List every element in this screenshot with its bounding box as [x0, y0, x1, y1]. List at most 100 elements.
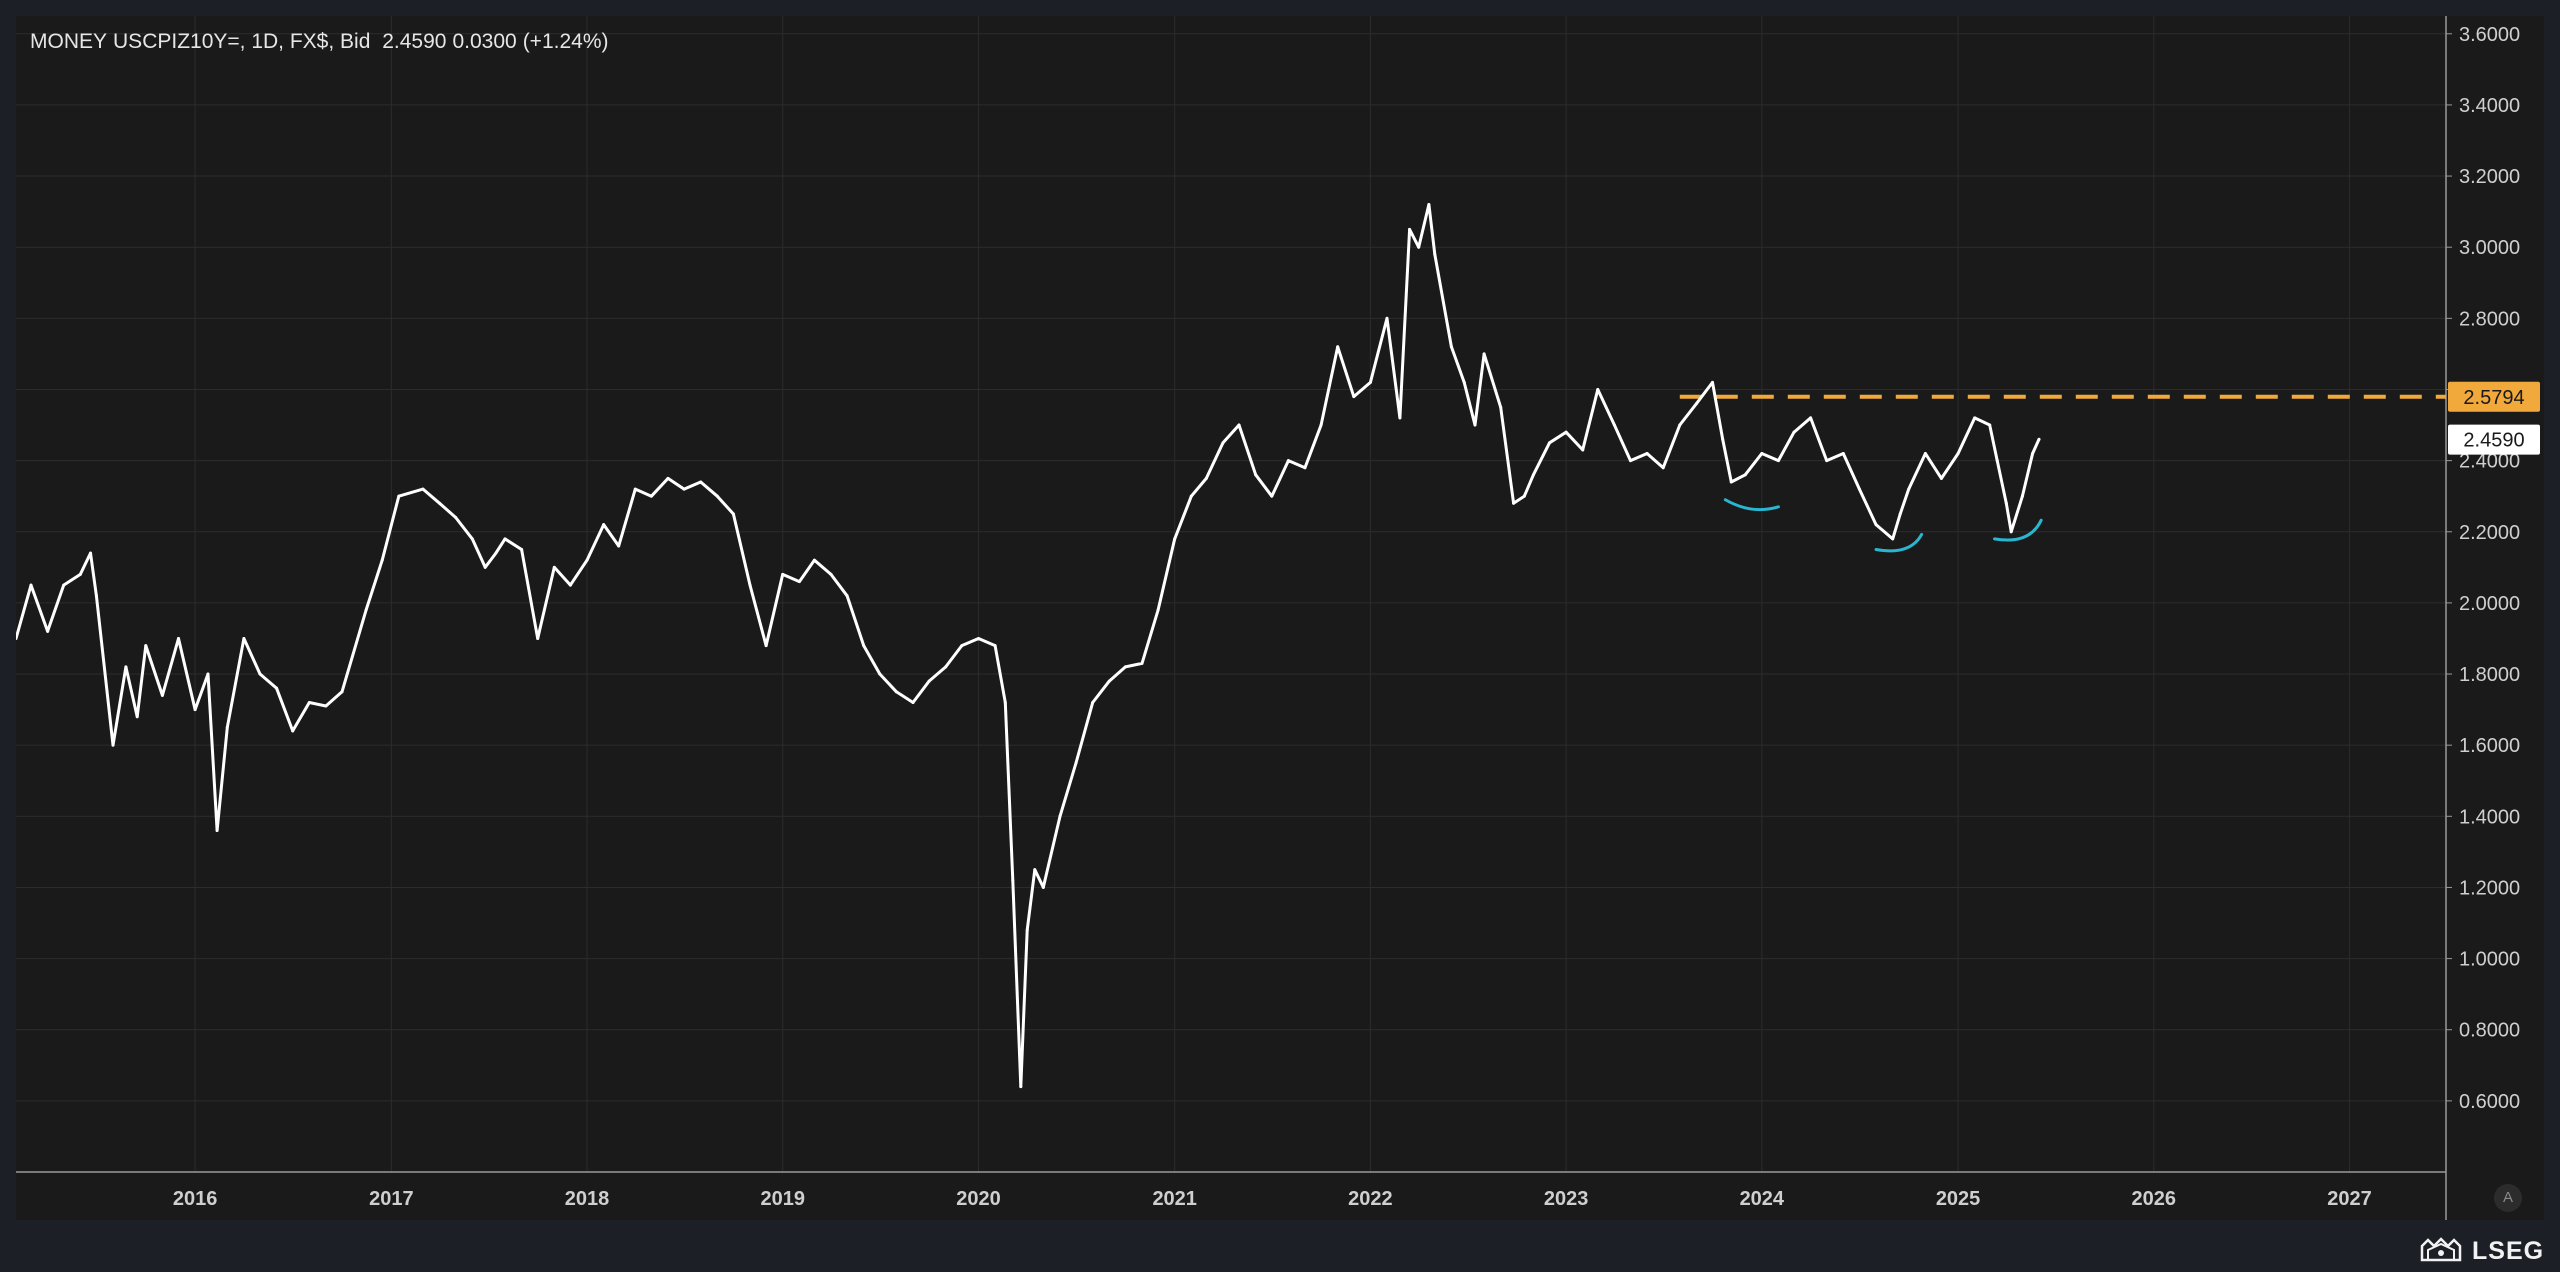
data-point	[911, 700, 915, 704]
change-value: 0.0300	[452, 30, 517, 53]
data-point	[1678, 423, 1682, 427]
data-point	[176, 636, 180, 640]
data-point	[1825, 459, 1829, 463]
data-point	[160, 693, 164, 697]
y-tick-label: 0.8000	[2459, 1020, 2520, 1042]
y-tick-label: 3.0000	[2459, 237, 2520, 259]
data-point	[1041, 885, 1045, 889]
data-point	[1628, 459, 1632, 463]
y-tick-label: 3.6000	[2459, 24, 2520, 46]
x-tick-label: 2025	[1936, 1188, 1981, 1210]
auto-scale-button[interactable]: A	[2494, 1184, 2522, 1212]
data-point	[568, 583, 572, 587]
data-point	[1221, 441, 1225, 445]
data-point	[1939, 476, 1943, 480]
source-label: MONEY	[30, 30, 108, 53]
data-point	[1809, 416, 1813, 420]
data-point	[894, 690, 898, 694]
data-point	[764, 644, 768, 648]
data-point	[1025, 928, 1029, 932]
data-point	[699, 480, 703, 484]
data-point	[1499, 405, 1503, 409]
data-point	[1596, 387, 1600, 391]
data-point	[89, 551, 93, 555]
support-arc-annotation[interactable]	[1993, 518, 2043, 542]
data-point	[1743, 473, 1747, 477]
data-point	[291, 729, 295, 733]
support-arc-annotation[interactable]	[1723, 498, 1780, 512]
price-line-series[interactable]	[16, 203, 2041, 1089]
data-point	[1107, 679, 1111, 683]
data-point	[1973, 416, 1977, 420]
data-point	[1612, 423, 1616, 427]
y-tick-label: 2.4000	[2459, 451, 2520, 473]
x-tick-label: 2027	[2327, 1188, 2372, 1210]
chart-plot[interactable]: 3.60003.40003.20003.00002.80002.60002.40…	[16, 16, 2544, 1220]
data-point	[1564, 430, 1568, 434]
lseg-logo-icon	[2420, 1237, 2462, 1262]
data-point	[731, 512, 735, 516]
y-tick-label: 2.2000	[2459, 522, 2520, 544]
y-tick-label: 1.6000	[2459, 735, 2520, 757]
data-point	[1417, 245, 1421, 249]
data-point	[829, 572, 833, 576]
data-point	[1898, 512, 1902, 516]
data-point	[503, 537, 507, 541]
x-tick-label: 2019	[760, 1188, 805, 1210]
support-arc-annotation[interactable]	[1874, 532, 1924, 553]
data-point	[1398, 416, 1402, 420]
data-point	[1760, 452, 1764, 456]
data-point	[1319, 423, 1323, 427]
data-point	[976, 636, 980, 640]
data-point	[135, 715, 139, 719]
data-point	[1368, 380, 1372, 384]
data-point	[1891, 537, 1895, 541]
data-point	[380, 558, 384, 562]
data-point	[1123, 665, 1127, 669]
data-point	[1019, 1085, 1023, 1089]
data-point	[960, 644, 964, 648]
brand-name: LSEG	[2472, 1236, 2545, 1265]
x-tick-label: 2026	[2132, 1188, 2177, 1210]
data-point	[2020, 494, 2024, 498]
data-point	[307, 700, 311, 704]
data-point	[1303, 466, 1307, 470]
data-point	[421, 487, 425, 491]
change-percent: (+1.24%)	[522, 30, 609, 53]
data-point	[62, 583, 66, 587]
data-point	[944, 665, 948, 669]
data-point	[1547, 441, 1551, 445]
data-point	[1033, 868, 1037, 872]
data-point	[715, 494, 719, 498]
data-point	[1710, 380, 1714, 384]
last-price-label-box	[2448, 424, 2540, 455]
data-point	[602, 523, 606, 527]
data-point	[1995, 459, 1999, 463]
data-point	[206, 672, 210, 676]
data-point	[1661, 466, 1665, 470]
data-point	[1058, 814, 1062, 818]
data-point	[1286, 459, 1290, 463]
data-point	[1923, 452, 1927, 456]
data-point	[1352, 395, 1356, 399]
data-point	[1433, 252, 1437, 256]
last-price-label: 2.4590	[2463, 430, 2524, 452]
y-tick-label: 2.8000	[2459, 308, 2520, 330]
data-point	[46, 629, 50, 633]
data-point	[1140, 661, 1144, 665]
data-point	[1237, 423, 1241, 427]
data-point	[1645, 452, 1649, 456]
data-point	[1336, 345, 1340, 349]
data-point	[438, 501, 442, 505]
data-point	[1522, 494, 1526, 498]
data-point	[1776, 459, 1780, 463]
data-point	[124, 665, 128, 669]
chart-frame[interactable]: 3.60003.40003.20003.00002.80002.60002.40…	[16, 16, 2544, 1220]
data-point	[1988, 423, 1992, 427]
y-tick-label: 3.2000	[2459, 166, 2520, 188]
data-point	[454, 516, 458, 520]
data-point	[397, 494, 401, 498]
data-point	[1841, 452, 1845, 456]
data-point	[797, 580, 801, 584]
data-point	[748, 583, 752, 587]
